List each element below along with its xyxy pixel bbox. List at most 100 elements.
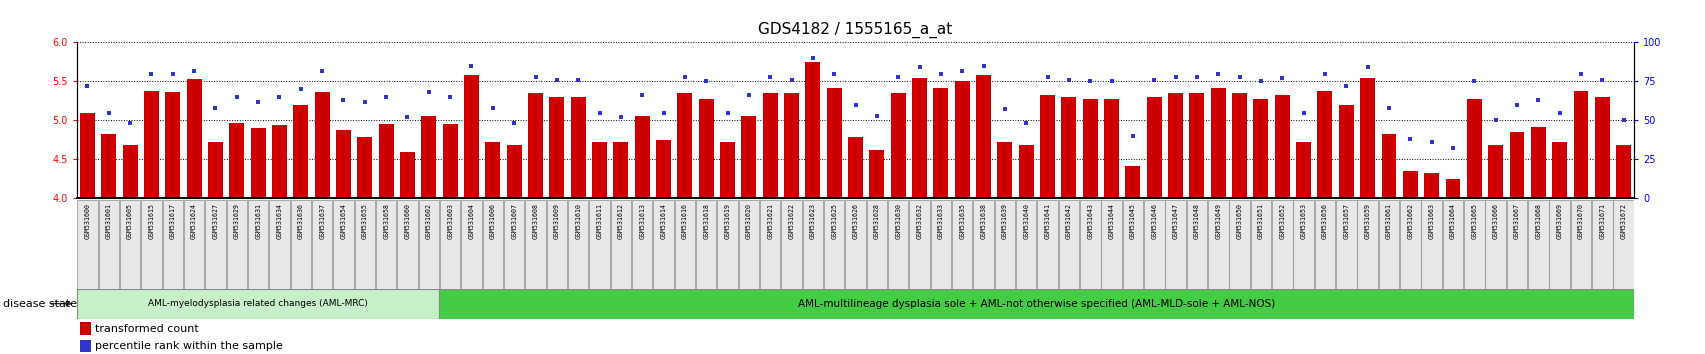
Bar <box>421 116 436 198</box>
Text: GSM531607: GSM531607 <box>512 203 517 239</box>
Text: GSM531647: GSM531647 <box>1171 203 1178 239</box>
Point <box>1226 74 1253 80</box>
Bar <box>314 92 329 198</box>
FancyBboxPatch shape <box>951 200 972 289</box>
Bar <box>1253 98 1269 198</box>
FancyBboxPatch shape <box>1463 200 1483 289</box>
FancyBboxPatch shape <box>1229 200 1250 289</box>
Text: GSM531660: GSM531660 <box>404 203 411 239</box>
Text: GSM531654: GSM531654 <box>341 203 346 239</box>
Bar <box>1381 135 1396 198</box>
Point <box>223 94 251 100</box>
Point <box>1524 97 1552 103</box>
Text: GSM531663: GSM531663 <box>1427 203 1434 239</box>
Bar <box>165 92 181 198</box>
Bar <box>1231 93 1246 198</box>
Text: GSM531653: GSM531653 <box>1299 203 1306 239</box>
Bar <box>571 97 585 198</box>
FancyBboxPatch shape <box>738 200 759 289</box>
Bar <box>228 124 244 198</box>
Bar <box>80 340 90 352</box>
Text: GSM531610: GSM531610 <box>575 203 581 239</box>
FancyBboxPatch shape <box>1272 200 1292 289</box>
Bar <box>1274 96 1289 198</box>
Point <box>970 63 997 69</box>
FancyBboxPatch shape <box>77 289 440 319</box>
Text: GSM531600: GSM531600 <box>84 203 90 239</box>
FancyBboxPatch shape <box>696 200 716 289</box>
Text: GSM531611: GSM531611 <box>597 203 602 239</box>
Bar <box>1529 127 1545 198</box>
FancyBboxPatch shape <box>1548 200 1569 289</box>
Point <box>1567 71 1594 76</box>
Text: GSM531603: GSM531603 <box>447 203 454 239</box>
Point <box>841 102 868 108</box>
Text: GSM531633: GSM531633 <box>938 203 943 239</box>
Text: GSM531612: GSM531612 <box>617 203 624 239</box>
Text: GSM531614: GSM531614 <box>660 203 667 239</box>
Text: GSM531601: GSM531601 <box>106 203 113 239</box>
Bar <box>1509 132 1524 198</box>
Point <box>309 68 336 73</box>
FancyBboxPatch shape <box>1165 200 1185 289</box>
Point <box>928 71 955 76</box>
Bar <box>486 142 500 198</box>
FancyBboxPatch shape <box>588 200 609 289</box>
Point <box>1332 83 1359 89</box>
Point <box>95 110 123 115</box>
Point <box>351 99 379 104</box>
FancyBboxPatch shape <box>824 200 844 289</box>
Bar <box>1125 166 1139 198</box>
Point <box>991 107 1018 112</box>
Bar <box>379 124 394 198</box>
Point <box>607 114 634 120</box>
Point <box>798 55 825 61</box>
Text: GSM531648: GSM531648 <box>1194 203 1199 239</box>
Point <box>116 121 143 126</box>
Text: GSM531619: GSM531619 <box>725 203 730 239</box>
Bar <box>933 88 948 198</box>
Bar <box>186 79 201 198</box>
Bar <box>827 88 841 198</box>
Bar <box>975 75 991 198</box>
Point <box>564 77 592 83</box>
Point <box>863 113 890 119</box>
Point <box>1183 74 1211 80</box>
Bar <box>997 142 1011 198</box>
Point <box>1055 77 1083 83</box>
Bar <box>529 93 542 198</box>
Point <box>394 114 421 120</box>
FancyBboxPatch shape <box>355 200 375 289</box>
FancyBboxPatch shape <box>205 200 225 289</box>
Text: GSM531613: GSM531613 <box>639 203 644 239</box>
Text: GSM531652: GSM531652 <box>1279 203 1284 239</box>
FancyBboxPatch shape <box>631 200 651 289</box>
Text: GSM531656: GSM531656 <box>1321 203 1326 239</box>
Text: GSM531636: GSM531636 <box>298 203 303 239</box>
FancyBboxPatch shape <box>1315 200 1335 289</box>
Point <box>1269 75 1296 81</box>
Point <box>1204 71 1231 76</box>
FancyBboxPatch shape <box>1016 200 1037 289</box>
Point <box>73 83 101 89</box>
Text: GSM531655: GSM531655 <box>361 203 368 239</box>
FancyBboxPatch shape <box>759 200 779 289</box>
FancyBboxPatch shape <box>227 200 247 289</box>
Text: GSM531635: GSM531635 <box>958 203 965 239</box>
Text: GSM531668: GSM531668 <box>1534 203 1540 239</box>
Text: AML-multilineage dysplasia sole + AML-not otherwise specified (AML-MLD-sole + AM: AML-multilineage dysplasia sole + AML-no… <box>798 298 1275 309</box>
FancyBboxPatch shape <box>1037 200 1057 289</box>
Bar <box>1018 145 1033 198</box>
Bar <box>720 142 735 198</box>
Bar <box>101 135 116 198</box>
FancyBboxPatch shape <box>1378 200 1398 289</box>
Text: GSM531637: GSM531637 <box>319 203 326 239</box>
Point <box>1246 79 1274 84</box>
FancyBboxPatch shape <box>931 200 951 289</box>
FancyBboxPatch shape <box>77 200 97 289</box>
Point <box>1587 77 1615 83</box>
FancyBboxPatch shape <box>525 200 546 289</box>
Point <box>1459 79 1487 84</box>
Text: GSM531634: GSM531634 <box>276 203 283 239</box>
Bar <box>1552 142 1567 198</box>
